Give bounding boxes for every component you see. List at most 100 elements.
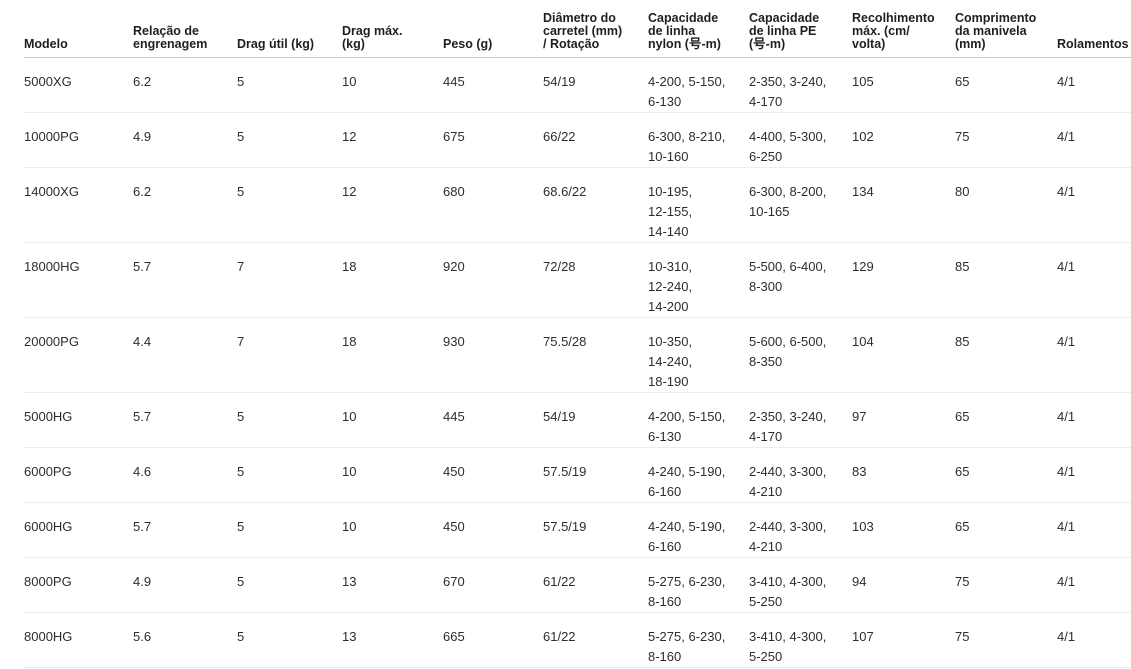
cell-comprimento: 75: [955, 112, 1057, 168]
cell-modelo: 5000XG: [24, 57, 133, 113]
cell-recolhimento: 94: [852, 557, 955, 613]
cell-pe: 3-410, 4-300, 5-250: [749, 557, 852, 613]
cell-relacao: 5.7: [133, 502, 237, 558]
cell-pe: 3-410, 4-300, 5-250: [749, 612, 852, 668]
cell-drag-util: 5: [237, 557, 342, 613]
cell-modelo: 18000HG: [24, 242, 133, 318]
cell-drag-util: 5: [237, 392, 342, 448]
cell-pe: 5-600, 6-500, 8-350: [749, 317, 852, 393]
cell-peso: 445: [443, 392, 543, 448]
cell-modelo: 8000PG: [24, 557, 133, 613]
cell-nylon: 10-310, 12-240, 14-200: [648, 242, 749, 318]
cell-relacao: 5.7: [133, 242, 237, 318]
column-header-drag-util: Drag útil (kg): [237, 0, 342, 58]
cell-drag-max: 12: [342, 112, 443, 168]
cell-recolhimento: 104: [852, 317, 955, 393]
cell-drag-max: 18: [342, 242, 443, 318]
table-row: 8000HG 5.6 5 13 665 61/22 5-275, 6-230, …: [24, 612, 1131, 668]
table-row: 5000XG 6.2 5 10 445 54/19 4-200, 5-150, …: [24, 57, 1131, 113]
cell-pe: 4-400, 5-300, 6-250: [749, 112, 852, 168]
cell-recolhimento: 105: [852, 57, 955, 113]
cell-rolamentos: 4/1: [1057, 502, 1131, 558]
cell-peso: 450: [443, 447, 543, 503]
cell-peso: 445: [443, 57, 543, 113]
table-row: 5000HG 5.7 5 10 445 54/19 4-200, 5-150, …: [24, 392, 1131, 448]
cell-nylon: 4-200, 5-150, 6-130: [648, 57, 749, 113]
column-header-rolamentos: Rolamentos: [1057, 0, 1131, 58]
cell-recolhimento: 107: [852, 612, 955, 668]
cell-nylon: 10-195, 12-155, 14-140: [648, 167, 749, 243]
specs-table: Modelo Relação de engrenagem Drag útil (…: [24, 0, 1131, 668]
cell-relacao: 6.2: [133, 167, 237, 243]
cell-nylon: 6-300, 8-210, 10-160: [648, 112, 749, 168]
cell-diametro: 66/22: [543, 112, 648, 168]
cell-nylon: 5-275, 6-230, 8-160: [648, 612, 749, 668]
cell-comprimento: 65: [955, 502, 1057, 558]
cell-comprimento: 65: [955, 57, 1057, 113]
cell-diametro: 75.5/28: [543, 317, 648, 393]
cell-relacao: 6.2: [133, 57, 237, 113]
cell-drag-max: 18: [342, 317, 443, 393]
cell-recolhimento: 103: [852, 502, 955, 558]
cell-drag-util: 7: [237, 317, 342, 393]
cell-peso: 930: [443, 317, 543, 393]
cell-drag-max: 10: [342, 57, 443, 113]
cell-comprimento: 85: [955, 317, 1057, 393]
header-row: Modelo Relação de engrenagem Drag útil (…: [24, 0, 1131, 58]
cell-nylon: 4-200, 5-150, 6-130: [648, 392, 749, 448]
cell-recolhimento: 129: [852, 242, 955, 318]
cell-peso: 450: [443, 502, 543, 558]
cell-comprimento: 75: [955, 612, 1057, 668]
cell-nylon: 4-240, 5-190, 6-160: [648, 502, 749, 558]
cell-diametro: 57.5/19: [543, 502, 648, 558]
cell-relacao: 4.9: [133, 112, 237, 168]
cell-diametro: 61/22: [543, 557, 648, 613]
cell-modelo: 14000XG: [24, 167, 133, 243]
cell-comprimento: 80: [955, 167, 1057, 243]
cell-nylon: 4-240, 5-190, 6-160: [648, 447, 749, 503]
cell-rolamentos: 4/1: [1057, 557, 1131, 613]
cell-peso: 675: [443, 112, 543, 168]
cell-drag-max: 10: [342, 392, 443, 448]
cell-peso: 670: [443, 557, 543, 613]
cell-drag-max: 13: [342, 557, 443, 613]
cell-diametro: 54/19: [543, 392, 648, 448]
cell-drag-util: 5: [237, 167, 342, 243]
column-header-comprimento: Comprimento da manivela (mm): [955, 0, 1057, 58]
table-row: 6000HG 5.7 5 10 450 57.5/19 4-240, 5-190…: [24, 502, 1131, 558]
cell-nylon: 5-275, 6-230, 8-160: [648, 557, 749, 613]
table-row: 6000PG 4.6 5 10 450 57.5/19 4-240, 5-190…: [24, 447, 1131, 503]
cell-diametro: 57.5/19: [543, 447, 648, 503]
cell-diametro: 68.6/22: [543, 167, 648, 243]
column-header-diametro: Diâmetro do carretel (mm) / Rotação: [543, 0, 648, 58]
cell-rolamentos: 4/1: [1057, 242, 1131, 318]
cell-drag-max: 10: [342, 502, 443, 558]
cell-modelo: 6000HG: [24, 502, 133, 558]
cell-pe: 2-350, 3-240, 4-170: [749, 57, 852, 113]
cell-recolhimento: 97: [852, 392, 955, 448]
cell-pe: 2-350, 3-240, 4-170: [749, 392, 852, 448]
cell-comprimento: 75: [955, 557, 1057, 613]
cell-diametro: 61/22: [543, 612, 648, 668]
cell-diametro: 54/19: [543, 57, 648, 113]
column-header-pe: Capacidade de linha PE (号-m): [749, 0, 852, 58]
cell-peso: 680: [443, 167, 543, 243]
table-row: 18000HG 5.7 7 18 920 72/28 10-310, 12-24…: [24, 242, 1131, 318]
cell-drag-max: 10: [342, 447, 443, 503]
table-row: 8000PG 4.9 5 13 670 61/22 5-275, 6-230, …: [24, 557, 1131, 613]
table-row: 14000XG 6.2 5 12 680 68.6/22 10-195, 12-…: [24, 167, 1131, 243]
cell-drag-util: 5: [237, 112, 342, 168]
cell-pe: 2-440, 3-300, 4-210: [749, 447, 852, 503]
cell-recolhimento: 102: [852, 112, 955, 168]
cell-relacao: 4.4: [133, 317, 237, 393]
cell-recolhimento: 83: [852, 447, 955, 503]
cell-drag-util: 7: [237, 242, 342, 318]
cell-pe: 5-500, 6-400, 8-300: [749, 242, 852, 318]
table-row: 10000PG 4.9 5 12 675 66/22 6-300, 8-210,…: [24, 112, 1131, 168]
table-row: 20000PG 4.4 7 18 930 75.5/28 10-350, 14-…: [24, 317, 1131, 393]
column-header-modelo: Modelo: [24, 0, 133, 58]
cell-rolamentos: 4/1: [1057, 447, 1131, 503]
cell-modelo: 5000HG: [24, 392, 133, 448]
cell-modelo: 6000PG: [24, 447, 133, 503]
cell-rolamentos: 4/1: [1057, 317, 1131, 393]
